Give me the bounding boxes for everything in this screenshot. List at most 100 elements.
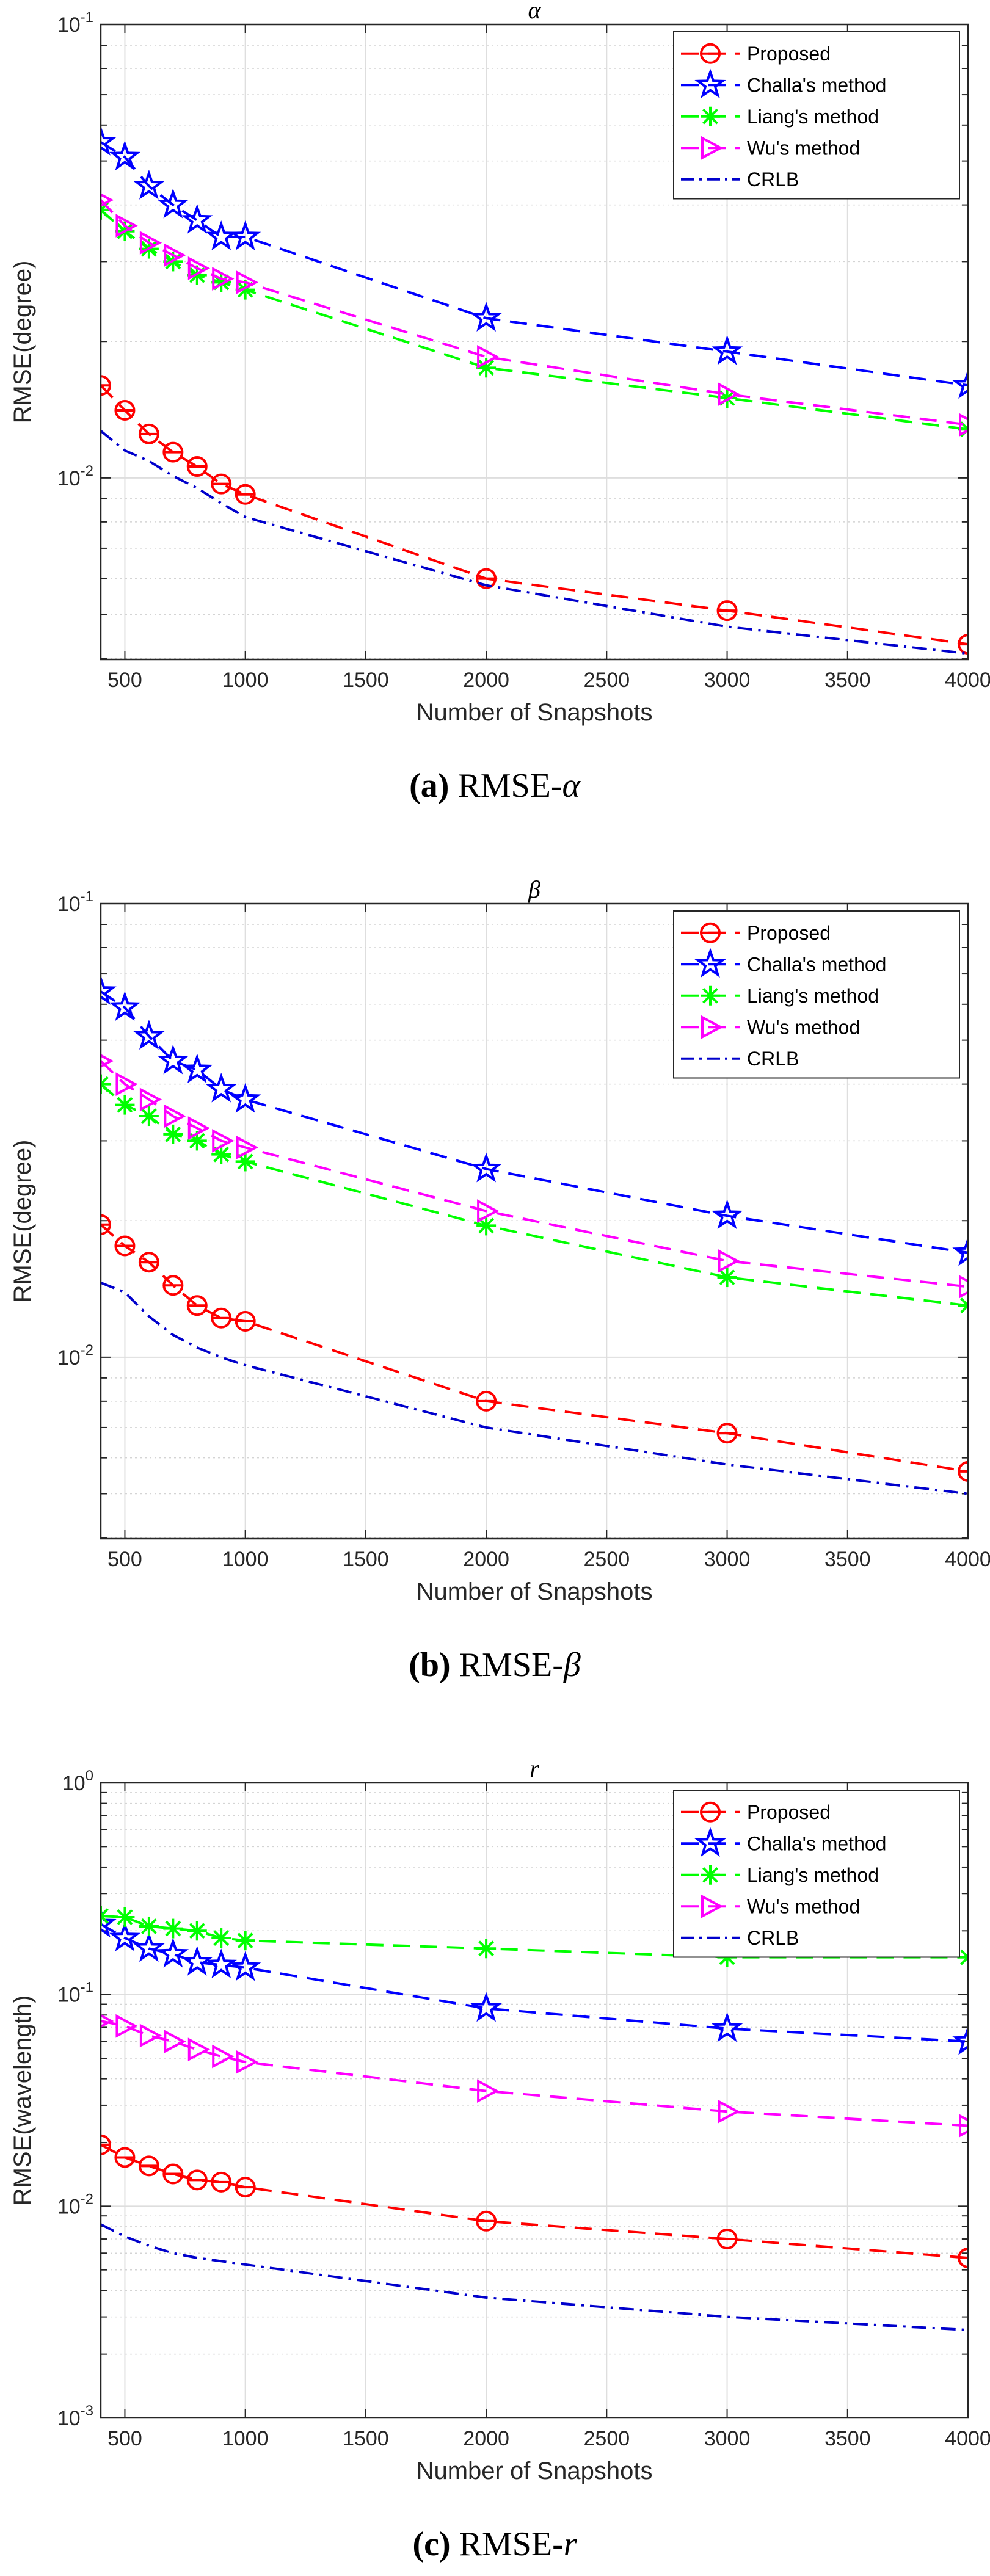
legend-marker <box>694 948 726 978</box>
series-line-2 <box>101 990 968 1254</box>
x-tick-label: 1000 <box>222 2427 269 2450</box>
data-point <box>229 220 261 250</box>
series-line-3 <box>101 1083 968 1307</box>
data-point <box>187 256 211 280</box>
data-point <box>718 2099 740 2124</box>
data-point <box>139 1087 162 1112</box>
x-tick-label: 1500 <box>343 2427 389 2450</box>
legend-label: CRLB <box>747 1927 799 1949</box>
series-line-1 <box>101 1224 968 1473</box>
legend-marker <box>701 1865 720 1885</box>
data-point <box>187 2037 211 2062</box>
series-line-5 <box>101 1281 968 1495</box>
legend-marker <box>701 1894 724 1918</box>
data-point <box>236 270 258 294</box>
series-line-4 <box>101 199 968 426</box>
legend: Proposed Challa's method Liang's method Wu'… <box>673 910 960 1079</box>
axes-box <box>100 902 969 1540</box>
data-point <box>959 413 968 437</box>
data-point <box>205 1072 237 1103</box>
legend-label: CRLB <box>747 169 799 190</box>
x-tick-label: 3500 <box>824 669 871 692</box>
data-point <box>163 1124 183 1144</box>
data-point <box>952 2025 968 2055</box>
data-point <box>212 2044 235 2069</box>
y-axis-label: RMSE(degree) <box>9 1140 36 1303</box>
chart-panel-2: 500 1000 1500 2000 2500 3000 3500 4000 10-1 10-2 β… <box>9 876 990 1684</box>
data-point <box>164 243 186 267</box>
data-point <box>139 231 162 255</box>
data-point <box>187 1116 211 1140</box>
x-tick-label: 2500 <box>584 1548 630 1571</box>
series-line-2 <box>101 141 968 387</box>
x-tick-label: 3000 <box>704 669 751 692</box>
x-axis-label: Number of Snapshots <box>417 1578 653 1605</box>
x-tick-label: 2000 <box>463 669 509 692</box>
data-point <box>115 1072 138 1096</box>
data-point <box>959 1275 968 1299</box>
data-point <box>109 991 141 1021</box>
data-point <box>212 267 235 291</box>
x-tick-label: 3000 <box>704 1548 751 1571</box>
series-line-3 <box>101 1915 968 1959</box>
series-line-2 <box>101 1923 968 2043</box>
data-point <box>470 302 502 332</box>
data-point <box>181 1053 213 1084</box>
legend-label: Proposed <box>747 922 831 944</box>
x-tick-label: 500 <box>107 669 142 692</box>
data-point <box>229 1083 261 1113</box>
series-line-5 <box>101 430 968 655</box>
data-point <box>133 169 165 200</box>
x-tick-label: 3500 <box>824 1548 871 1571</box>
chart-panel-3: 500 1000 1500 2000 2500 3000 3500 4000 100 10-1 10… <box>9 1755 990 2563</box>
legend: Proposed Challa's method Liang's method Wu'… <box>673 31 960 200</box>
legend-label: Wu's method <box>747 137 860 159</box>
legend-label: Challa's method <box>747 1832 886 1854</box>
y-axis-label: RMSE(degree) <box>9 261 36 424</box>
data-point <box>205 220 237 250</box>
x-axis-label: Number of Snapshots <box>417 699 653 726</box>
data-point <box>101 1074 111 1094</box>
x-tick-label: 2500 <box>584 2427 630 2450</box>
y-tick-label: 10-2 <box>57 2191 93 2218</box>
y-tick-label: 100 <box>62 1768 93 1795</box>
series-group <box>101 975 968 1495</box>
y-tick-label: 10-2 <box>57 463 93 490</box>
y-tick-label: 10-2 <box>57 1342 93 1370</box>
x-tick-label: 1000 <box>222 669 269 692</box>
data-point <box>139 1106 159 1127</box>
data-point <box>157 1937 189 1968</box>
data-point <box>958 1947 968 1967</box>
x-tick-label: 500 <box>107 1548 142 1571</box>
series-line-1 <box>101 2144 968 2259</box>
legend-label: Proposed <box>747 1801 831 1823</box>
x-tick-label: 4000 <box>945 669 990 692</box>
legend-label: Wu's method <box>747 1016 860 1038</box>
data-point <box>101 193 114 207</box>
data-point <box>181 1945 213 1976</box>
data-point <box>101 1907 117 1938</box>
data-point <box>711 335 743 365</box>
chart-title: β <box>528 876 540 903</box>
legend-marker <box>701 985 720 1006</box>
legend-marker <box>694 68 726 99</box>
legend: Proposed Challa's method Liang's method Wu'… <box>673 1790 960 1958</box>
data-point <box>477 1199 500 1223</box>
data-point <box>115 1095 135 1115</box>
legend-box <box>673 31 960 200</box>
data-point <box>139 1916 159 1936</box>
data-point <box>211 1928 231 1948</box>
legend-label: Proposed <box>747 43 831 65</box>
series-group <box>101 1906 968 2332</box>
x-tick-label: 1500 <box>343 1548 389 1571</box>
series-line-4 <box>101 2020 968 2127</box>
panel-caption: (a) RMSE-α <box>409 767 581 805</box>
panel-caption: (c) RMSE-r <box>412 2525 577 2563</box>
data-point <box>470 1992 502 2022</box>
series-group <box>101 125 968 655</box>
y-tick-label: 10-3 <box>57 2403 93 2430</box>
series-line-1 <box>101 384 968 646</box>
data-point <box>952 1236 968 1266</box>
axes-box <box>100 23 969 661</box>
data-point <box>476 1216 497 1236</box>
